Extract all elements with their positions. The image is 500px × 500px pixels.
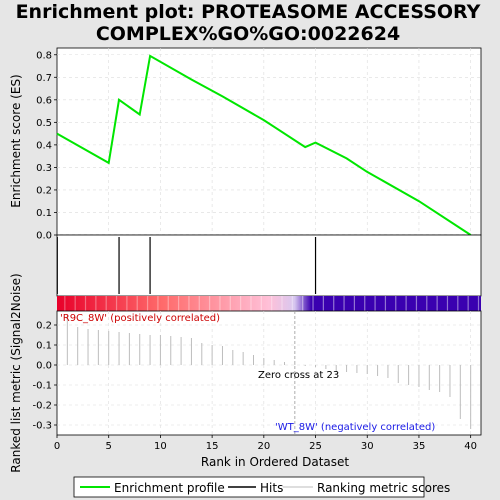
legend-hits-label: Hits	[260, 481, 283, 495]
metric-x-tick-label: 10	[154, 441, 167, 452]
positive-correlation-label: 'R9C_8W' (positively correlated)	[60, 313, 220, 324]
es-panel: 0.0 0.1 0.2 0.3 0.4 0.5 0.6 0.7 0.8 Enrichment s…	[9, 47, 482, 242]
rank-bar-stripe	[353, 296, 355, 311]
rank-bar-stripe	[209, 296, 211, 311]
metric-panel: -0.3 -0.2 -0.1 0.0 0.1 0.2 0 5 10 15 20 25 30 35 40 '…	[9, 273, 482, 473]
es-y-tick-label: 0.6	[36, 95, 52, 106]
metric-x-ticks: 0 5 10 15 20 25 30 35 40	[54, 435, 477, 452]
metric-x-tick-label: 35	[413, 441, 426, 452]
metric-y-tick-label: -0.3	[32, 421, 52, 432]
rank-bar-stripe	[395, 296, 397, 311]
metric-y-tick-label: -0.1	[32, 381, 52, 392]
metric-y-tick-label: 0.0	[36, 361, 52, 372]
hits-area	[56, 234, 482, 297]
es-y-tick-label: 0.2	[36, 185, 52, 196]
rank-bar-stripe	[229, 296, 231, 311]
es-y-ticks: 0.0 0.1 0.2 0.3 0.4 0.5 0.6 0.7 0.8	[36, 50, 57, 242]
rank-bar-stripe	[167, 296, 169, 311]
rank-bar-stripe	[260, 296, 262, 311]
es-y-axis-label: Enrichment score (ES)	[9, 74, 23, 207]
rank-bar-stripe	[477, 296, 480, 311]
rank-bar-stripe	[312, 296, 314, 311]
rank-bar-stripe	[157, 296, 159, 311]
legend-ranking-label: Ranking metric scores	[317, 481, 450, 495]
es-y-tick-label: 0.0	[36, 231, 52, 242]
rank-bar-stripe	[95, 296, 97, 311]
rank-bar-stripe	[374, 296, 376, 311]
rank-bar-stripe	[415, 296, 418, 311]
metric-x-tick-label: 25	[309, 441, 322, 452]
rank-bar-stripe	[250, 296, 252, 311]
rank-bar-stripe	[467, 296, 469, 311]
rank-bar-stripe	[457, 296, 459, 311]
es-y-tick-label: 0.7	[36, 73, 52, 84]
metric-plot-area	[56, 310, 482, 436]
metric-x-tick-label: 30	[361, 441, 374, 452]
metric-y-axis-label: Ranked list metric (Signal2Noise)	[9, 273, 23, 472]
negative-correlation-label: 'WT_8W' (negatively correlated)	[275, 422, 435, 433]
es-y-tick-label: 0.5	[36, 118, 52, 129]
rank-bar-stripe	[343, 296, 345, 311]
legend: Enrichment profile Hits Ranking metric s…	[73, 476, 450, 498]
metric-x-axis-label: Rank in Ordered Dataset	[201, 455, 349, 469]
rank-bar-stripe	[84, 296, 87, 311]
rank-bar-stripes	[64, 296, 480, 311]
rank-bar-stripe	[322, 296, 324, 311]
es-plot-area	[56, 47, 482, 236]
rank-bar-stripe	[281, 296, 283, 311]
rank-bar-stripe	[384, 296, 387, 311]
rank-bar-stripe	[198, 296, 200, 311]
metric-x-tick-label: 5	[106, 441, 112, 452]
hits-panel	[56, 234, 482, 297]
rank-bar-stripe	[436, 296, 438, 311]
rank-bar-stripe	[188, 296, 190, 311]
rank-bar-stripe	[146, 296, 149, 311]
rank-bar-gradient	[57, 296, 481, 311]
enrichment-profile-line	[56, 54, 472, 236]
legend-enrichment-label: Enrichment profile	[114, 481, 225, 495]
metric-x-tick-label: 0	[54, 441, 60, 452]
rank-bar-stripe	[126, 296, 128, 311]
metric-bars	[66, 315, 472, 429]
metric-y-tick-label: 0.1	[36, 341, 52, 352]
chart-title-line1: Enrichment plot: PROTEASOME ACCESSORY	[16, 1, 481, 23]
metric-y-tick-label: -0.2	[32, 401, 52, 412]
es-y-tick-label: 0.4	[36, 140, 52, 151]
es-y-tick-label: 0.8	[36, 50, 52, 61]
rank-bar-stripe	[426, 296, 428, 311]
zero-cross-label: Zero cross at 23	[258, 370, 339, 381]
rank-bar-stripe	[446, 296, 449, 311]
metric-x-tick-label: 15	[206, 441, 219, 452]
rank-bar-stripe	[115, 296, 118, 311]
rank-bar	[57, 296, 481, 311]
rank-bar-stripe	[136, 296, 138, 311]
rank-bar-stripe	[291, 296, 293, 311]
es-y-tick-label: 0.1	[36, 208, 52, 219]
rank-bar-stripe	[333, 296, 335, 311]
rank-bar-stripe	[177, 296, 180, 311]
rank-bar-stripe	[405, 296, 407, 311]
metric-x-tick-label: 40	[464, 441, 477, 452]
rank-bar-stripe	[302, 296, 304, 311]
rank-bar-stripe	[219, 296, 221, 311]
rank-bar-stripe	[105, 296, 107, 311]
rank-bar-stripe	[240, 296, 242, 311]
hit-lines	[57, 237, 317, 294]
chart-title-line2: COMPLEX%GO%GO:0022624	[96, 23, 400, 45]
rank-bar-stripe	[364, 296, 366, 311]
rank-bar-stripe	[64, 296, 66, 311]
rank-bar-stripe	[271, 296, 273, 311]
rank-bar-stripe	[74, 296, 76, 311]
es-y-tick-label: 0.3	[36, 163, 52, 174]
metric-y-tick-label: 0.2	[36, 321, 52, 332]
metric-y-ticks: -0.3 -0.2 -0.1 0.0 0.1 0.2	[32, 321, 57, 432]
metric-x-tick-label: 20	[257, 441, 270, 452]
